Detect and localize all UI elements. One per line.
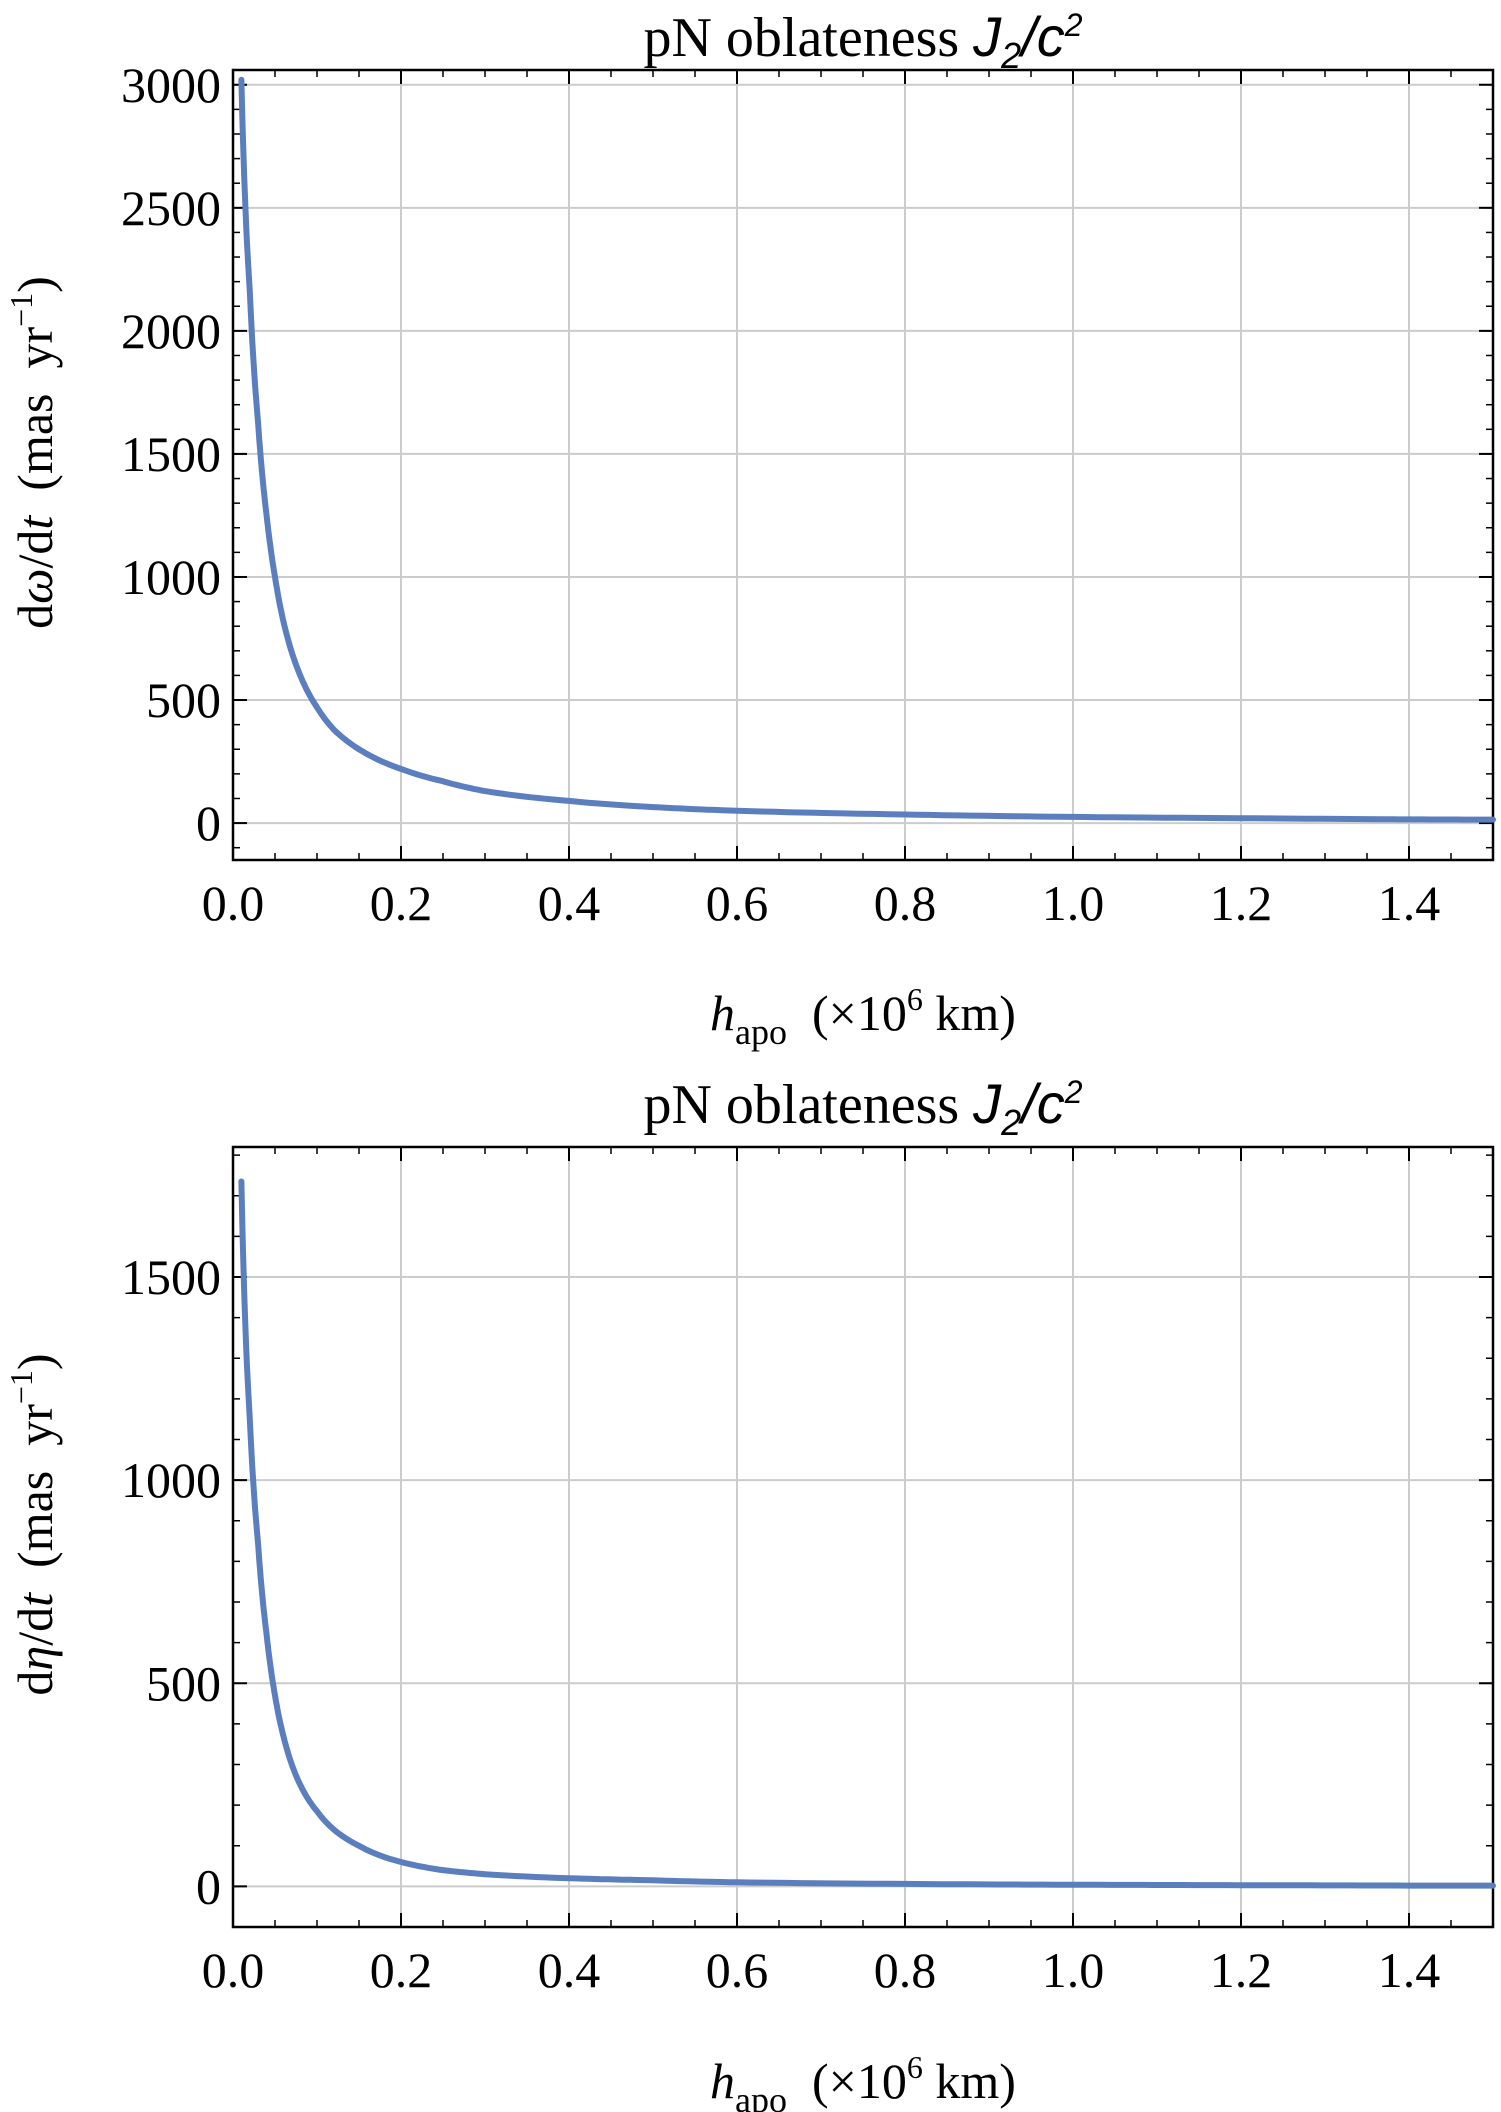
series-line (238, 1178, 1496, 1889)
y-tick-label: 500 (146, 672, 221, 728)
x-tick-label: 0.2 (370, 875, 433, 931)
y-tick-label: 1000 (121, 1452, 221, 1508)
x-axis-label: hapo (×106 km) (710, 981, 1016, 1052)
y-axis-label: dη/dt (mas yr−1) (3, 1291, 63, 1783)
title-text: pN oblateness (643, 1074, 959, 1136)
title-text: pN oblateness (643, 7, 959, 69)
x-tick-label: 0.4 (538, 1942, 601, 1998)
y-tick-label: 1500 (121, 1249, 221, 1305)
x-tick-labels: 0.0 0.2 0.4 0.6 0.8 1.0 1.2 1.4 (202, 1942, 1441, 1998)
series-line (238, 76, 1496, 823)
y-tick-label: 3000 (121, 57, 221, 113)
y-tick-labels: 0 500 1000 1500 2000 2500 3000 (121, 57, 221, 851)
axis-ticks (232, 70, 1494, 860)
y-tick-label: 1500 (121, 426, 221, 482)
x-tick-label: 1.4 (1378, 875, 1441, 931)
y-tick-label: 0 (196, 795, 221, 851)
title-math-sup: 2 (1064, 1074, 1083, 1110)
title-math-c: /c (1017, 1072, 1065, 1135)
chart-title: pN oblateness J2/c2 (643, 1072, 1082, 1143)
x-tick-label: 0.6 (706, 875, 769, 931)
title-math-j: J (972, 5, 1002, 68)
x-tick-label: 1.0 (1042, 1942, 1105, 1998)
y-tick-label: 500 (146, 1655, 221, 1711)
x-tick-label: 0.6 (706, 1942, 769, 1998)
chart-title: pN oblateness J2/c2 (643, 5, 1082, 76)
grid (233, 1147, 1493, 1927)
x-tick-label: 0.0 (202, 1942, 265, 1998)
x-tick-label: 0.2 (370, 1942, 433, 1998)
x-tick-labels: 0.0 0.2 0.4 0.6 0.8 1.0 1.2 1.4 (202, 875, 1441, 931)
panel-1: pN oblateness J2/c2 0.0 0.2 0.4 0.6 0.8 1.0 1.… (3, 5, 1496, 1052)
x-tick-label: 1.4 (1378, 1942, 1441, 1998)
y-tick-label: 1000 (121, 549, 221, 605)
plot-frame (231, 1145, 1495, 1929)
x-tick-label: 1.2 (1210, 875, 1273, 931)
title-math-c: /c (1017, 5, 1065, 68)
y-tick-label: 0 (196, 1858, 221, 1914)
x-tick-label: 0.8 (874, 1942, 937, 1998)
x-tick-label: 1.2 (1210, 1942, 1273, 1998)
y-tick-labels: 0 500 1000 1500 (121, 1249, 221, 1914)
title-math-j: J (972, 1072, 1002, 1135)
y-tick-label: 2000 (121, 303, 221, 359)
y-tick-label: 2500 (121, 180, 221, 236)
panel-2: pN oblateness J2/c2 0.0 0.2 0.4 0.6 0.8 1.0 1.… (3, 1072, 1496, 2112)
y-axis-label: dω/dt (mas yr−1) (3, 214, 63, 717)
x-tick-label: 1.0 (1042, 875, 1105, 931)
title-math-sub: 2 (1000, 1102, 1021, 1143)
plot-frame (231, 68, 1495, 862)
x-tick-label: 0.0 (202, 875, 265, 931)
grid (233, 70, 1493, 860)
title-math-sup: 2 (1064, 7, 1083, 43)
axis-ticks (232, 1147, 1494, 1928)
x-axis-label: hapo (×106 km) (710, 2049, 1016, 2112)
x-tick-label: 0.8 (874, 875, 937, 931)
title-math-sub: 2 (1000, 35, 1021, 76)
x-tick-label: 0.4 (538, 875, 601, 931)
